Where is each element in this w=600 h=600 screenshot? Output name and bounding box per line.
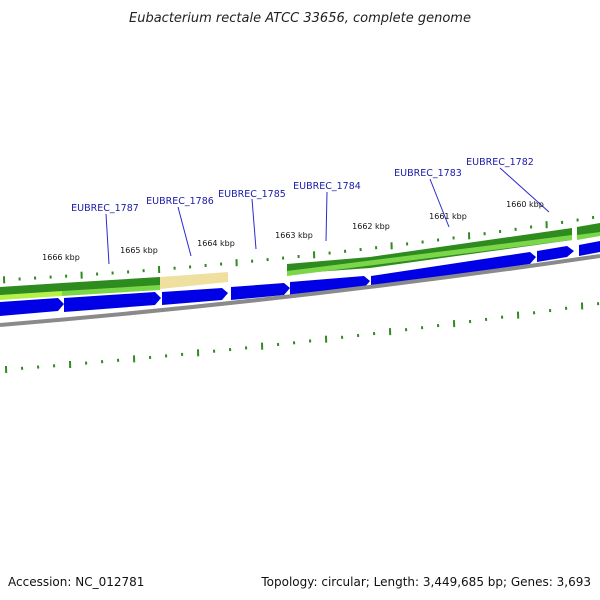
cds-arrow-8[interactable] xyxy=(579,241,600,256)
scale-label-1663: 1663 kbp xyxy=(275,231,313,240)
gene-label-eubrec-1782[interactable]: EUBREC_1782 xyxy=(466,157,534,168)
gene-leader-1787 xyxy=(105,213,110,265)
accession-text: Accession: NC_012781 xyxy=(8,575,144,589)
gene-label-eubrec-1786[interactable]: EUBREC_1786 xyxy=(146,196,214,207)
scale-label-1665: 1665 kbp xyxy=(120,246,158,255)
gene-leader-1783 xyxy=(429,178,450,228)
light-band-stripe-2 xyxy=(62,285,160,296)
gene-leader-1785 xyxy=(251,198,257,250)
scale-label-1664: 1664 kbp xyxy=(197,239,235,248)
gene-label-eubrec-1787[interactable]: EUBREC_1787 xyxy=(71,203,139,214)
scale-label-1662: 1662 kbp xyxy=(352,222,390,231)
inner-gc-ticks xyxy=(5,302,600,374)
gene-leader-1782 xyxy=(499,167,550,213)
light-band-stripe-1 xyxy=(287,235,572,276)
genome-backbone xyxy=(0,254,600,327)
scale-label-1660: 1660 kbp xyxy=(506,200,544,209)
cds-arrow-6[interactable] xyxy=(371,252,536,287)
light-band-stripe-3 xyxy=(577,232,600,240)
scale-labels: 1666 kbp 1665 kbp 1664 kbp 1663 kbp 1662… xyxy=(42,200,544,262)
scale-label-1666: 1666 kbp xyxy=(42,253,80,262)
forward-strand-track xyxy=(0,241,600,316)
cds-arrow-4[interactable] xyxy=(231,283,290,300)
outer-scale-ticks xyxy=(3,215,595,284)
cds-arrow-7[interactable] xyxy=(537,246,574,262)
cds-arrow-1[interactable] xyxy=(0,298,64,316)
gene-leader-1784 xyxy=(325,191,328,242)
cds-arrow-2[interactable] xyxy=(64,292,161,312)
lime-band-stripe xyxy=(0,291,62,300)
genome-info-text: Topology: circular; Length: 3,449,685 bp… xyxy=(260,575,591,589)
reverse-strand-track xyxy=(0,223,600,300)
scale-label-1661: 1661 kbp xyxy=(429,212,467,221)
reverse-highlight-band[interactable] xyxy=(160,272,228,289)
cds-arrow-3[interactable] xyxy=(162,288,228,305)
cds-arrow-5[interactable] xyxy=(290,276,370,295)
gene-labels: EUBREC_1787 EUBREC_1786 EUBREC_1785 EUBR… xyxy=(71,157,550,265)
gene-leader-1786 xyxy=(177,206,192,257)
gene-label-eubrec-1783[interactable]: EUBREC_1783 xyxy=(394,168,462,179)
map-title: Eubacterium rectale ATCC 33656, complete… xyxy=(129,11,471,26)
gene-label-eubrec-1784[interactable]: EUBREC_1784 xyxy=(293,181,361,192)
gene-label-eubrec-1785[interactable]: EUBREC_1785 xyxy=(218,189,286,200)
